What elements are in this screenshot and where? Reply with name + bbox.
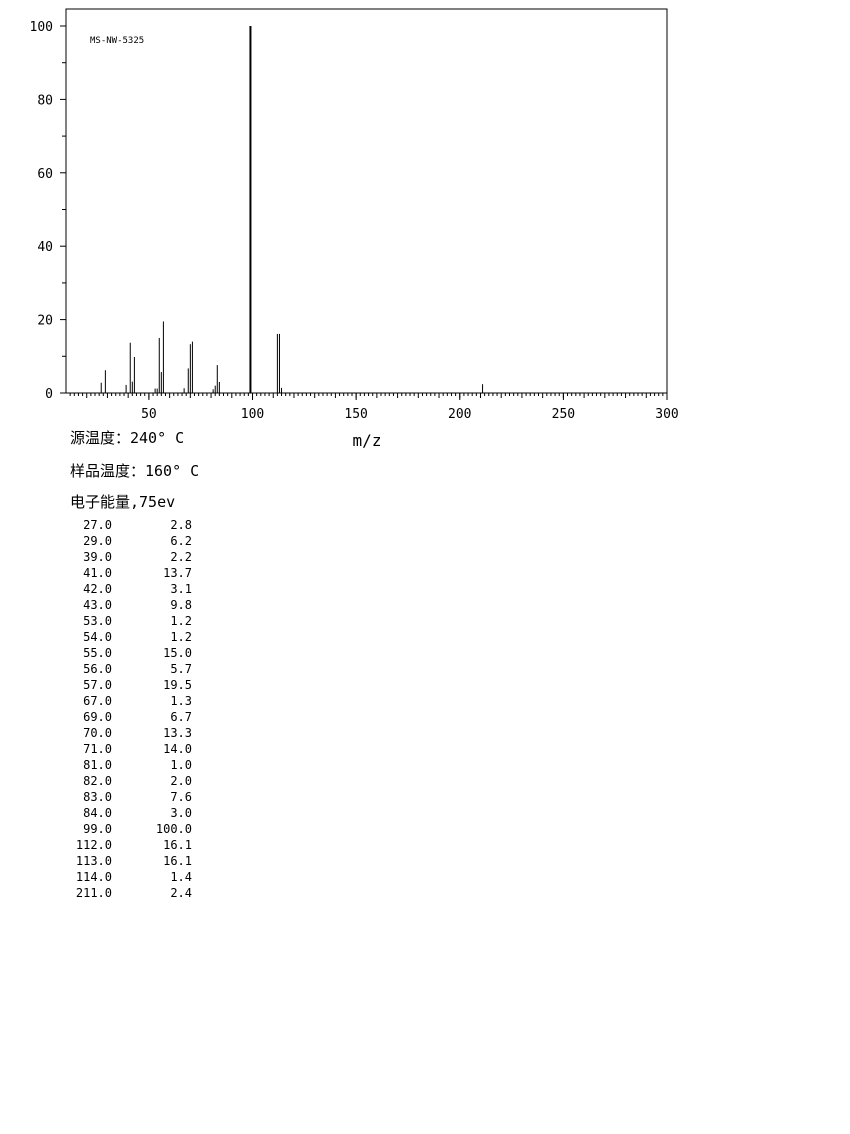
peak-row: 53.0 1.2 bbox=[70, 613, 192, 629]
spectrum-peaks bbox=[100, 26, 484, 393]
peak-mz: 81.0 bbox=[83, 758, 112, 772]
peak-row: 82.0 2.0 bbox=[70, 773, 192, 789]
y-axis-ticks: 0 20 40 60 80 100 bbox=[30, 20, 66, 402]
peak-table: 27.0 2.8 29.0 6.2 39.0 2.2 41.0 13.7 42.0 3.1 43.0… bbox=[70, 517, 192, 901]
x-tick-label: 200 bbox=[448, 407, 471, 422]
x-axis-label: m/z bbox=[353, 431, 382, 450]
peak-row: 42.0 3.1 bbox=[70, 581, 192, 597]
peak-mz: 39.0 bbox=[83, 550, 112, 564]
y-tick-label: 20 bbox=[37, 314, 53, 329]
peak-intensity: 2.2 bbox=[170, 550, 192, 564]
peak-row: 41.0 13.7 bbox=[70, 565, 192, 581]
y-tick-label: 100 bbox=[30, 20, 53, 35]
peak-mz: 70.0 bbox=[83, 726, 112, 740]
y-tick-label: 0 bbox=[45, 387, 53, 402]
peak-row: 114.0 1.4 bbox=[70, 869, 192, 885]
peak-row: 84.0 3.0 bbox=[70, 805, 192, 821]
peak-mz: 53.0 bbox=[83, 614, 112, 628]
peak-mz: 67.0 bbox=[83, 694, 112, 708]
peak-mz: 83.0 bbox=[83, 790, 112, 804]
peak-intensity: 13.7 bbox=[163, 566, 192, 580]
peak-mz: 55.0 bbox=[83, 646, 112, 660]
peak-mz: 56.0 bbox=[83, 662, 112, 676]
peak-row: 27.0 2.8 bbox=[70, 517, 192, 533]
peak-row: 56.0 5.7 bbox=[70, 661, 192, 677]
peak-intensity: 100.0 bbox=[155, 822, 192, 836]
peak-intensity: 3.0 bbox=[170, 806, 192, 820]
peak-mz: 112.0 bbox=[75, 838, 112, 852]
peak-row: 83.0 7.6 bbox=[70, 789, 192, 805]
peak-row: 67.0 1.3 bbox=[70, 693, 192, 709]
peak-row: 43.0 9.8 bbox=[70, 597, 192, 613]
mass-spectrum-chart: 50 100 150 200 250 300 0 20 40 60 80 100 MS-NW-532… bbox=[30, 8, 679, 450]
y-tick-label: 60 bbox=[37, 167, 53, 182]
peak-mz: 84.0 bbox=[83, 806, 112, 820]
peak-intensity: 6.7 bbox=[170, 710, 192, 724]
peak-intensity: 16.1 bbox=[163, 854, 192, 868]
peak-row: 70.0 13.3 bbox=[70, 725, 192, 741]
peak-row: 29.0 6.2 bbox=[70, 533, 192, 549]
peak-mz: 41.0 bbox=[83, 566, 112, 580]
peak-intensity: 9.8 bbox=[170, 598, 192, 612]
peak-intensity: 19.5 bbox=[163, 678, 192, 692]
y-tick-label: 40 bbox=[37, 240, 53, 255]
chart-title: MS-NW-5325 bbox=[90, 36, 144, 46]
x-tick-label: 150 bbox=[344, 407, 367, 422]
peak-mz: 114.0 bbox=[75, 870, 112, 884]
source-temperature: 源温度：240° C bbox=[70, 429, 185, 447]
y-tick-label: 80 bbox=[37, 93, 53, 108]
peak-mz: 99.0 bbox=[83, 822, 112, 836]
sample-temperature: 样品温度：160° C bbox=[70, 462, 200, 480]
peak-row: 81.0 1.0 bbox=[70, 757, 192, 773]
peak-row: 69.0 6.7 bbox=[70, 709, 192, 725]
peak-row: 99.0 100.0 bbox=[70, 821, 192, 837]
peak-intensity: 1.4 bbox=[170, 870, 192, 884]
peak-intensity: 2.0 bbox=[170, 774, 192, 788]
peak-intensity: 7.6 bbox=[170, 790, 192, 804]
x-tick-label: 250 bbox=[552, 407, 575, 422]
peak-row: 112.0 16.1 bbox=[70, 837, 192, 853]
peak-intensity: 1.0 bbox=[170, 758, 192, 772]
x-tick-label: 50 bbox=[141, 407, 157, 422]
peak-intensity: 14.0 bbox=[163, 742, 192, 756]
x-axis-ticks: 50 100 150 200 250 300 bbox=[141, 393, 679, 422]
peak-row: 113.0 16.1 bbox=[70, 853, 192, 869]
peak-row: 55.0 15.0 bbox=[70, 645, 192, 661]
peak-mz: 211.0 bbox=[75, 886, 112, 900]
peak-row: 211.0 2.4 bbox=[70, 885, 192, 901]
peak-intensity: 5.7 bbox=[170, 662, 192, 676]
plot-frame bbox=[65, 8, 668, 394]
peak-intensity: 1.2 bbox=[170, 614, 192, 628]
peak-intensity: 3.1 bbox=[170, 582, 192, 596]
peak-mz: 71.0 bbox=[83, 742, 112, 756]
peak-intensity: 15.0 bbox=[163, 646, 192, 660]
x-minor-ticks bbox=[69, 393, 664, 398]
peak-row: 39.0 2.2 bbox=[70, 549, 192, 565]
electron-energy: 电子能量,75ev bbox=[70, 493, 176, 511]
x-tick-label: 300 bbox=[655, 407, 678, 422]
peak-mz: 42.0 bbox=[83, 582, 112, 596]
peak-intensity: 6.2 bbox=[170, 534, 192, 548]
peak-mz: 29.0 bbox=[83, 534, 112, 548]
peak-mz: 54.0 bbox=[83, 630, 112, 644]
peak-mz: 82.0 bbox=[83, 774, 112, 788]
peak-mz: 27.0 bbox=[83, 518, 112, 532]
peak-mz: 57.0 bbox=[83, 678, 112, 692]
x-tick-label: 100 bbox=[241, 407, 264, 422]
peak-intensity: 1.2 bbox=[170, 630, 192, 644]
peak-intensity: 1.3 bbox=[170, 694, 192, 708]
peak-mz: 43.0 bbox=[83, 598, 112, 612]
peak-mz: 69.0 bbox=[83, 710, 112, 724]
peak-row: 71.0 14.0 bbox=[70, 741, 192, 757]
peak-row: 54.0 1.2 bbox=[70, 629, 192, 645]
peak-intensity: 2.8 bbox=[170, 518, 192, 532]
peak-mz: 113.0 bbox=[75, 854, 112, 868]
peak-intensity: 2.4 bbox=[170, 886, 192, 900]
peak-intensity: 13.3 bbox=[163, 726, 192, 740]
peak-row: 57.0 19.5 bbox=[70, 677, 192, 693]
peak-intensity: 16.1 bbox=[163, 838, 192, 852]
